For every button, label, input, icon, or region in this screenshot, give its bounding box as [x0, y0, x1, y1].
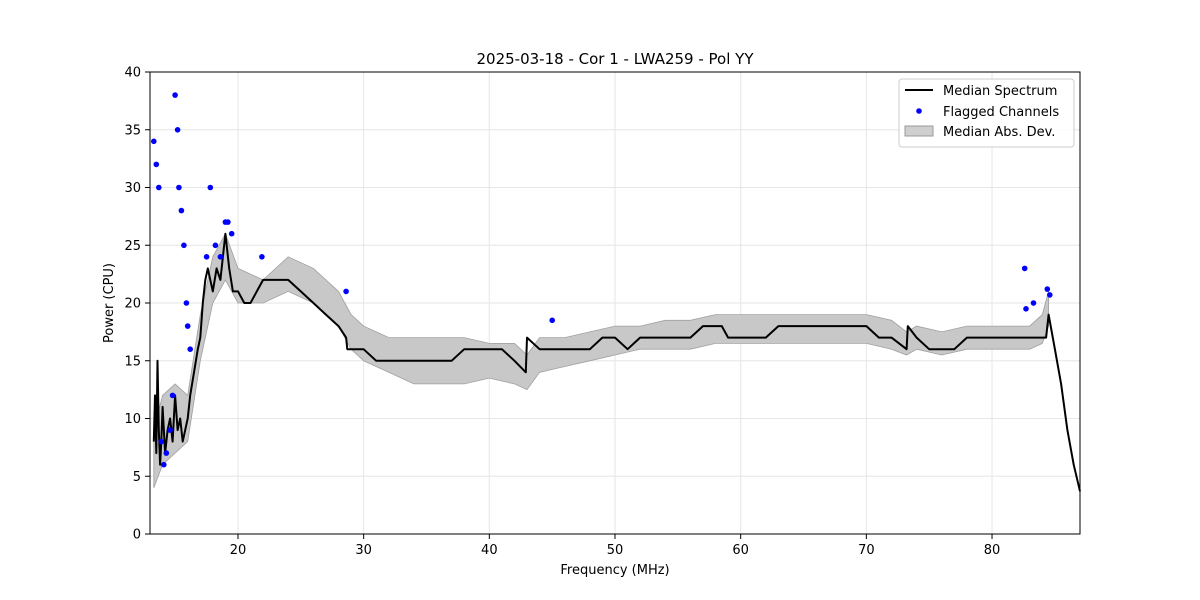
flagged-point — [217, 253, 224, 260]
chart-title: 2025-03-18 - Cor 1 - LWA259 - Pol YY — [477, 50, 755, 68]
legend-frame — [898, 78, 1075, 148]
flagged-point — [1030, 300, 1037, 306]
flagged-point — [176, 184, 182, 191]
y-axis: 0 5 10 15 20 25 30 35 40 — [124, 66, 150, 543]
flagged-channels — [151, 92, 1053, 468]
legend: Median Spectrum Flagged Channels Median … — [898, 78, 1075, 148]
y-tick-label: 5 — [133, 470, 141, 485]
flagged-point — [172, 92, 178, 98]
flagged-point — [203, 253, 210, 260]
mad-band — [153, 232, 1049, 488]
flagged-point — [167, 427, 173, 433]
flagged-point — [549, 317, 555, 324]
y-tick-label: 15 — [124, 354, 141, 369]
x-tick-label: 70 — [858, 543, 875, 558]
flagged-point — [184, 323, 191, 329]
x-tick-label: 20 — [230, 543, 247, 558]
flagged-point — [158, 438, 165, 445]
median-spectrum — [152, 232, 1081, 492]
y-tick-label: 30 — [124, 181, 141, 196]
x-tick-label: 80 — [984, 543, 1001, 558]
flagged-point — [228, 230, 235, 237]
flagged-point — [174, 127, 181, 133]
y-tick-label: 10 — [124, 412, 141, 427]
legend-mad-label: Median Abs. Dev. — [943, 125, 1055, 140]
y-tick-label: 35 — [124, 123, 141, 138]
y-axis-label: Power (CPU) — [102, 263, 117, 343]
flagged-point — [156, 184, 162, 191]
y-tick-label: 40 — [124, 66, 141, 81]
y-tick-label: 0 — [133, 528, 141, 543]
median-spectrum-line — [152, 232, 1081, 492]
flagged-point — [163, 450, 170, 456]
flagged-point — [183, 300, 190, 306]
x-tick-label: 40 — [481, 543, 498, 558]
flagged-point — [212, 242, 219, 249]
flagged-point — [259, 253, 265, 260]
x-tick-label: 50 — [607, 543, 624, 558]
flagged-point — [343, 288, 349, 295]
flagged-point — [151, 138, 157, 145]
flagged-point — [225, 219, 231, 225]
flagged-point — [1044, 286, 1051, 292]
flagged-point — [1047, 292, 1053, 298]
x-axis-label: Frequency (MHz) — [560, 563, 669, 578]
flagged-point — [187, 346, 193, 353]
flagged-point — [181, 242, 187, 249]
flagged-point — [207, 184, 214, 191]
legend-flagged-label: Flagged Channels — [943, 105, 1059, 120]
y-tick-label: 20 — [124, 297, 141, 312]
flagged-point — [1023, 306, 1029, 312]
flagged-point — [169, 392, 176, 399]
x-tick-label: 60 — [732, 543, 749, 558]
flagged-point — [161, 461, 167, 468]
flagged-point — [153, 161, 160, 168]
x-tick-label: 30 — [355, 543, 372, 558]
legend-median-label: Median Spectrum — [943, 84, 1057, 99]
x-axis: 20 30 40 50 60 70 80 — [230, 534, 1001, 558]
flagged-point — [178, 207, 185, 214]
flagged-point — [1021, 265, 1028, 272]
legend-mad-swatch — [904, 125, 934, 137]
legend-flagged-swatch — [916, 108, 922, 114]
mad-band-area — [153, 232, 1049, 488]
y-tick-label: 25 — [124, 239, 141, 254]
